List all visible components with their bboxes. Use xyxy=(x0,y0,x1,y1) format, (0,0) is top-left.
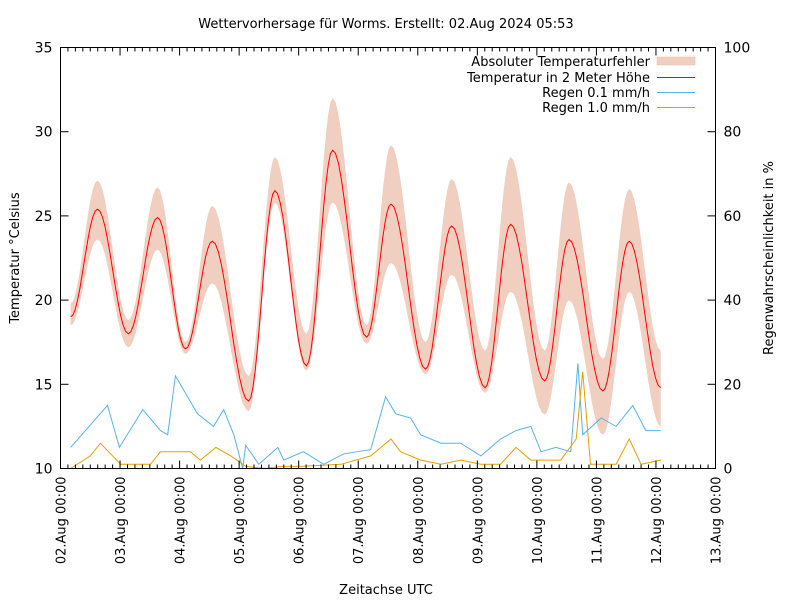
y2-tick-label: 60 xyxy=(724,209,742,225)
y-axis-label: Temperatur °Celsius xyxy=(8,192,23,325)
y-tick-label: 10 xyxy=(35,462,53,478)
x-tick-label: 10.Aug 00:00 xyxy=(531,477,546,565)
x-tick-label: 13.Aug 00:00 xyxy=(710,477,725,565)
x-tick-label: 12.Aug 00:00 xyxy=(650,477,665,565)
y-tick-label: 35 xyxy=(35,41,53,57)
x-tick-label: 09.Aug 00:00 xyxy=(471,477,486,565)
legend-swatch-band xyxy=(656,56,696,66)
x-tick-label: 06.Aug 00:00 xyxy=(293,477,308,565)
legend-label-temp: Temperatur in 2 Meter Höhe xyxy=(466,71,650,86)
y-tick-label: 30 xyxy=(35,125,53,141)
legend: Absoluter Temperaturfehler Temperatur in… xyxy=(466,55,696,116)
x-tick-label: 02.Aug 00:00 xyxy=(55,477,70,565)
legend-label-band: Absoluter Temperaturfehler xyxy=(471,55,650,70)
rain-0.1-line xyxy=(70,363,661,469)
temperature-error-band xyxy=(70,98,661,435)
y2-tick-label: 20 xyxy=(724,377,742,393)
y-tick-label: 25 xyxy=(35,209,53,225)
chart-title: Wettervorhersage für Worms. Erstellt: 02… xyxy=(198,17,573,32)
x-tick-label: 07.Aug 00:00 xyxy=(352,477,367,565)
legend-label-rain10: Regen 1.0 mm/h xyxy=(542,101,650,116)
y-tick-label: 15 xyxy=(35,377,53,393)
y2-axis-label: Regenwahrscheinlichkeit in % xyxy=(762,161,777,355)
y-tick-label: 20 xyxy=(35,293,53,309)
temperature-line xyxy=(70,149,662,402)
legend-label-rain01: Regen 0.1 mm/h xyxy=(542,86,650,101)
y2-tick-label: 100 xyxy=(724,41,751,57)
x-tick-label: 05.Aug 00:00 xyxy=(233,477,248,565)
x-tick-label: 03.Aug 00:00 xyxy=(114,477,129,565)
y2-tick-label: 40 xyxy=(724,293,742,309)
y2-tick-label: 80 xyxy=(724,125,742,141)
x-tick-label: 08.Aug 00:00 xyxy=(412,477,427,565)
y2-tick-label: 0 xyxy=(724,462,733,478)
x-tick-label: 11.Aug 00:00 xyxy=(590,477,605,565)
x-tick-label: 04.Aug 00:00 xyxy=(174,477,189,565)
x-axis-label: Zeitachse UTC xyxy=(339,583,433,598)
rain-1.0-line xyxy=(70,371,661,470)
